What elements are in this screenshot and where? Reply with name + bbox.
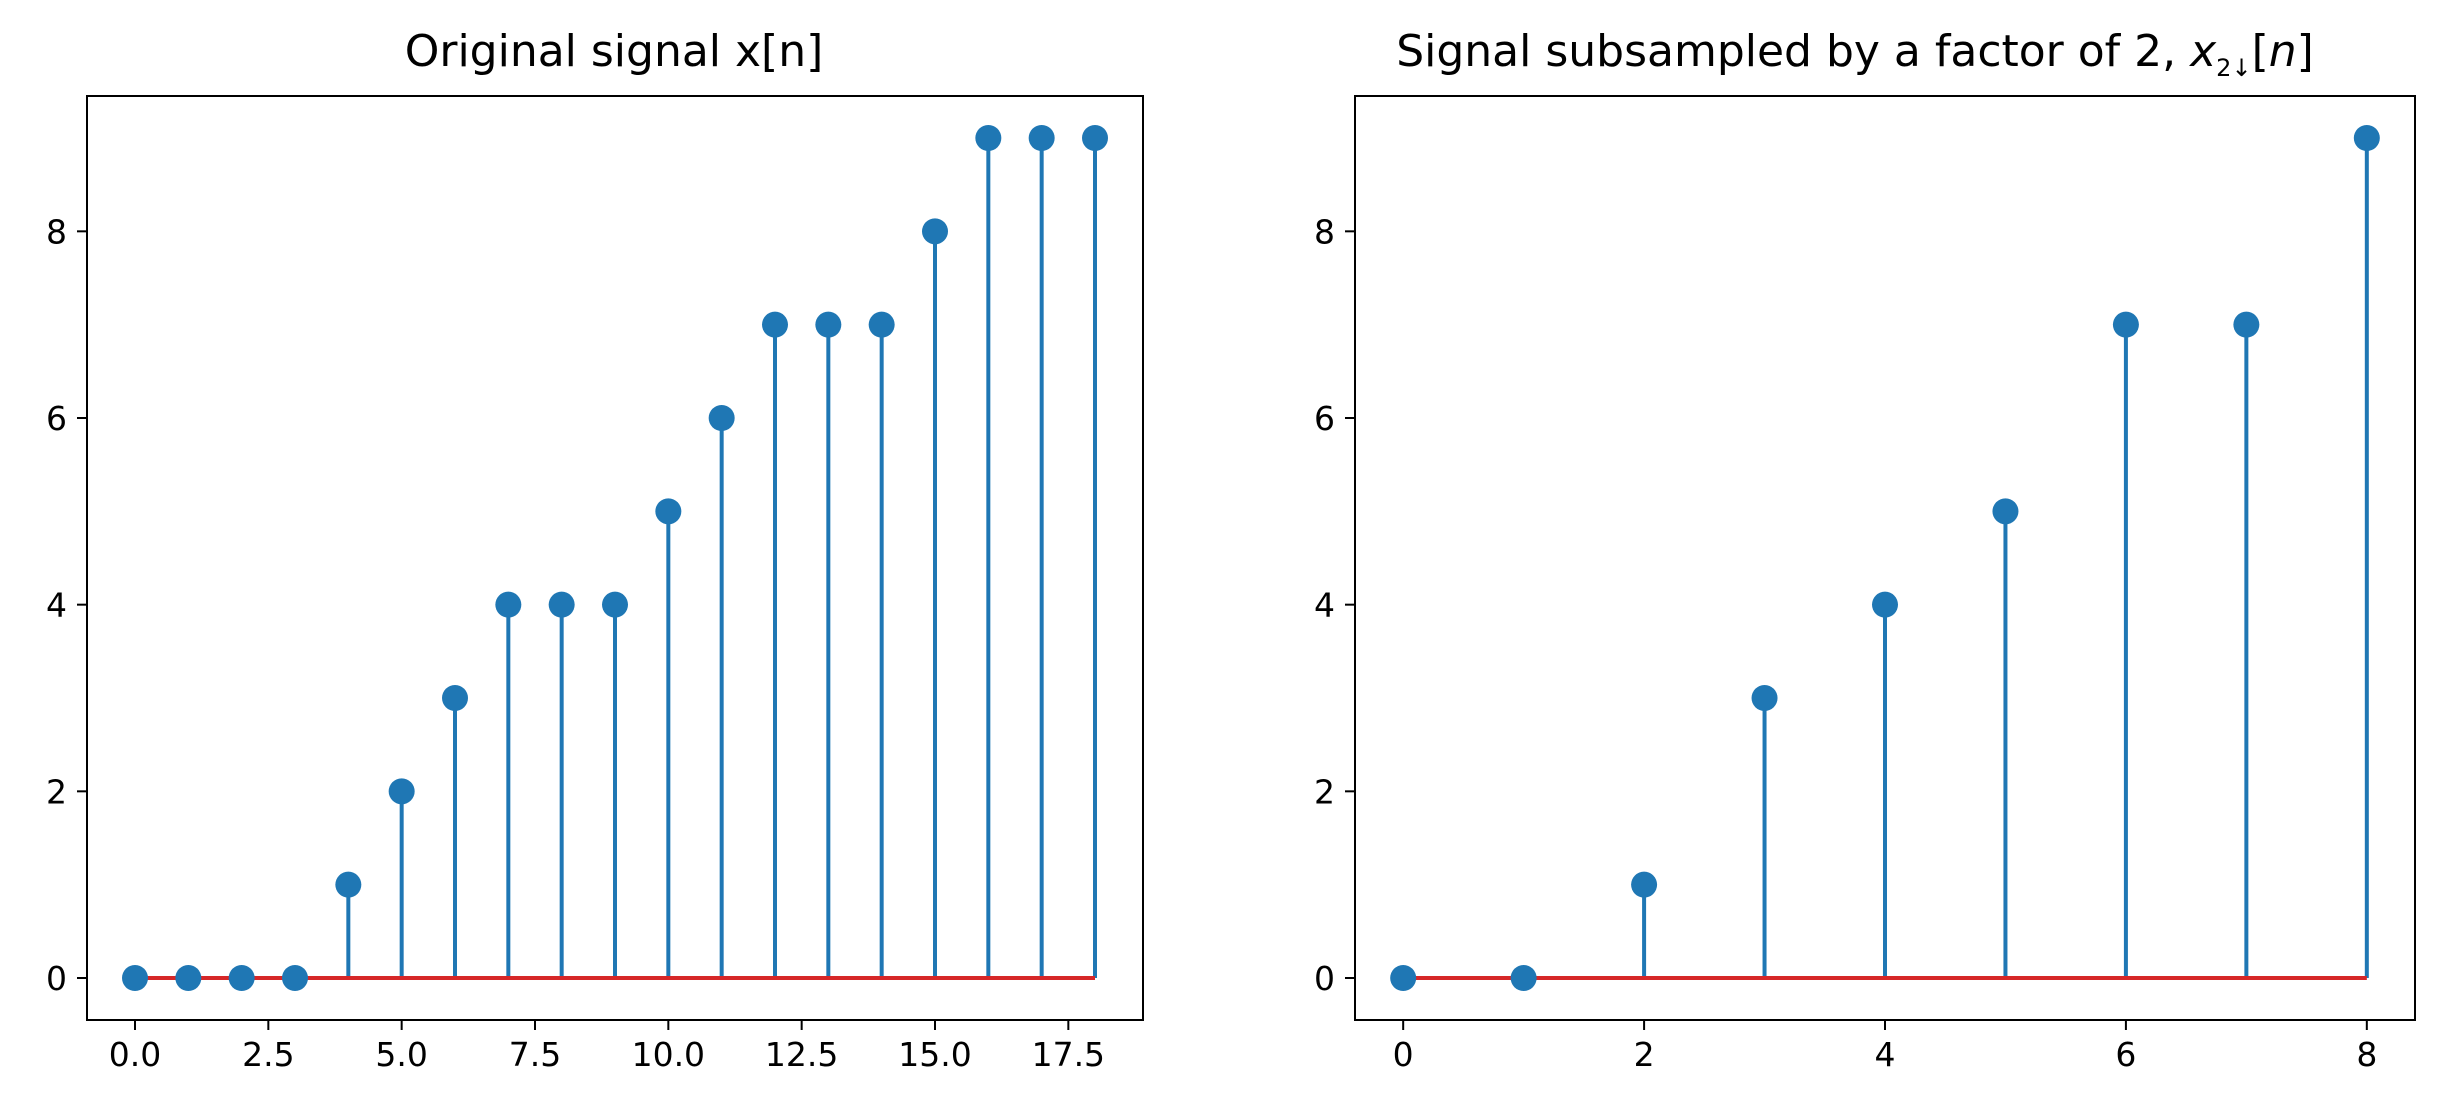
stem-marker — [1390, 965, 1417, 991]
chart-original-signal: Original signal x[n] 0.0 2.5 5.0 7.5 10.0 12.… — [46, 26, 1144, 1074]
x-tick-label: 17.5 — [1032, 1035, 1105, 1074]
y-tick-label: 8 — [46, 212, 67, 251]
stem-marker — [1992, 498, 2019, 525]
chart-title-math-bracket-close: ] — [2297, 26, 2314, 77]
stem-marker — [1631, 871, 1658, 898]
stem-marker — [708, 405, 735, 431]
x-tick-label: 10.0 — [632, 1035, 705, 1074]
stem-marker — [442, 685, 468, 711]
x-tick-label: 4 — [1875, 1035, 1896, 1074]
x-tick-label: 2.5 — [242, 1035, 294, 1074]
stem-marker — [1872, 591, 1898, 618]
chart-title: Signal subsampled by a factor of 2, x2↓[… — [1396, 26, 2314, 82]
chart-title-text: Signal subsampled by a factor of 2, — [1396, 26, 2190, 77]
plot-area — [122, 125, 1108, 991]
stem-marker — [228, 965, 255, 991]
stem-marker — [2353, 125, 2380, 151]
y-tick-label: 4 — [46, 586, 67, 625]
y-tick-label: 2 — [46, 772, 67, 811]
x-tick-label: 8 — [2356, 1035, 2377, 1074]
y-tick-label: 0 — [46, 959, 67, 998]
x-tick-label: 0.0 — [109, 1035, 161, 1074]
stem-marker — [122, 965, 148, 991]
axis-ticks: 0.0 2.5 5.0 7.5 10.0 12.5 15.0 17.5 0 2 4 6 8 — [46, 212, 1105, 1074]
stem-marker — [922, 218, 948, 245]
y-tick-label: 4 — [1314, 586, 1335, 625]
y-tick-label: 0 — [1314, 959, 1335, 998]
y-tick-label: 2 — [1314, 772, 1335, 811]
x-tick-label: 15.0 — [898, 1035, 971, 1074]
y-tick-label: 6 — [1314, 399, 1335, 438]
stem-marker — [495, 591, 522, 618]
stem-marker — [1082, 125, 1108, 151]
axes-frame — [86, 95, 1144, 1021]
stem-marker — [1028, 125, 1055, 151]
stem-marker — [2112, 311, 2139, 338]
stem-marker — [548, 591, 575, 618]
stem-marker — [602, 591, 628, 618]
x-tick-label: 5.0 — [375, 1035, 427, 1074]
stem-marker — [1751, 685, 1778, 711]
stem-marker — [815, 311, 842, 338]
x-tick-label: 0 — [1393, 1035, 1414, 1074]
chart-title-math-bracket-open: [ — [2252, 26, 2269, 77]
chart-title-math-base: x — [2188, 26, 2217, 77]
chart-subsampled-signal: Signal subsampled by a factor of 2, x2↓[… — [1314, 26, 2416, 1074]
chart-title: Original signal x[n] — [405, 26, 824, 77]
chart-title-math-n: n — [2269, 26, 2297, 77]
stem-marker — [1510, 965, 1537, 991]
stem-marker — [335, 871, 362, 898]
stem-marker — [655, 498, 682, 525]
axis-ticks: 0 2 4 6 8 0 2 4 6 8 — [1314, 212, 2377, 1074]
y-tick-label: 8 — [1314, 212, 1335, 251]
stem-marker — [388, 778, 415, 805]
chart-title-math-subscript: 2↓ — [2216, 54, 2251, 82]
y-tick-label: 6 — [46, 399, 67, 438]
stem-marker — [975, 125, 1002, 151]
stem-marker — [175, 965, 202, 991]
x-tick-label: 12.5 — [765, 1035, 838, 1074]
stem-marker — [282, 965, 308, 991]
stem-marker — [762, 311, 788, 338]
plot-area — [1390, 125, 2380, 991]
x-tick-label: 2 — [1634, 1035, 1655, 1074]
x-tick-label: 7.5 — [509, 1035, 561, 1074]
stem-marker — [2233, 311, 2260, 338]
x-tick-label: 6 — [2115, 1035, 2136, 1074]
stem-marker — [868, 311, 895, 338]
